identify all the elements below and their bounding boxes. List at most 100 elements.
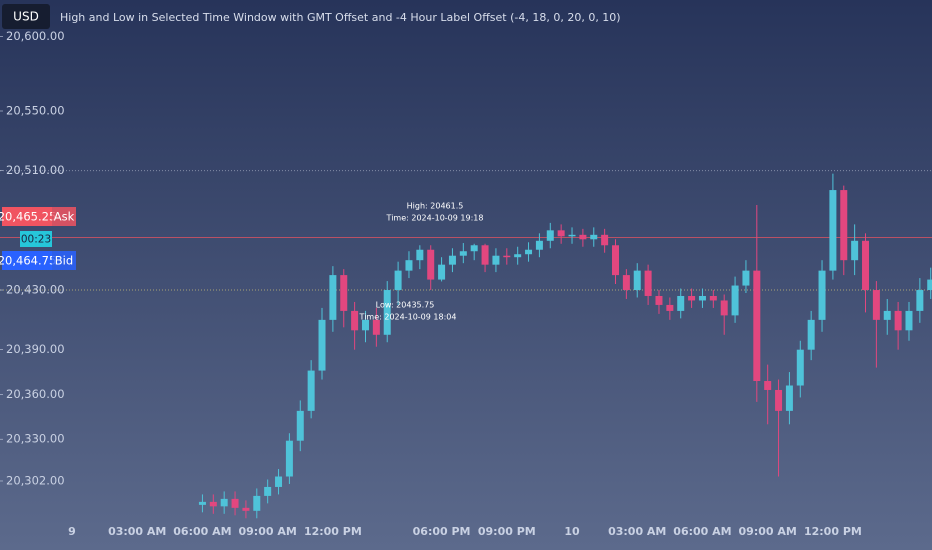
plot-area — [0, 36, 932, 519]
candle-body — [775, 389, 783, 411]
x-tick-label: 09:00 PM — [478, 525, 536, 538]
candle-body — [253, 495, 261, 511]
x-tick-label: 06:00 AM — [173, 525, 231, 538]
candle-body — [275, 476, 283, 487]
candle-body — [242, 507, 250, 511]
candle-body — [818, 270, 826, 320]
countdown: 00:23 — [21, 234, 51, 246]
candle-body — [894, 310, 902, 331]
candle-body — [361, 319, 369, 331]
x-tick-label: 9 — [68, 525, 76, 538]
y-tick-label: 20,302.00 — [6, 473, 65, 487]
bid-name-badge — [52, 251, 76, 270]
x-tick-label: 12:00 PM — [304, 525, 362, 538]
price-labels: 20,600.00 20,550.00 20,510.00 20,430.00 20,3… — [0, 29, 862, 538]
candle-body — [351, 310, 359, 331]
candle-body — [840, 190, 848, 261]
candle-body — [394, 270, 402, 291]
high-time-annotation: Time: 2024-10-09 19:18 — [386, 214, 484, 223]
x-tick-label: 09:00 AM — [239, 525, 297, 538]
candle-body — [807, 319, 815, 350]
candle-body — [307, 370, 315, 411]
candle-body — [329, 275, 337, 320]
candle-body — [514, 254, 522, 258]
candle-body — [427, 249, 435, 280]
candle-body — [470, 245, 478, 252]
candle-body — [698, 295, 706, 301]
y-tick-label: 20,330.00 — [6, 432, 65, 446]
candle-body — [785, 385, 793, 411]
candle-body — [862, 240, 870, 291]
y-tick-label: 20,360.00 — [6, 387, 65, 401]
candle-body — [829, 190, 837, 271]
candle-body — [764, 381, 772, 390]
candle-body — [568, 234, 576, 237]
candle-body — [525, 249, 533, 255]
candle-body — [340, 275, 348, 311]
candle-body — [677, 295, 685, 311]
candle-body — [883, 310, 891, 320]
low-time-annotation: Time: 2024-10-09 18:04 — [359, 313, 457, 322]
candle-body — [927, 279, 932, 291]
candle-body — [612, 245, 619, 276]
y-tick-label: 20,390.00 — [6, 342, 65, 356]
x-tick-label: 12:00 PM — [804, 525, 862, 538]
ask-name: Ask — [54, 210, 75, 224]
ask-price: 20,465.25 — [0, 210, 56, 224]
candle-body — [709, 295, 717, 301]
candle-body — [481, 245, 489, 265]
candle-body — [198, 501, 206, 505]
candle-body — [383, 290, 391, 335]
candle-body — [601, 234, 609, 246]
candle-body — [851, 240, 859, 261]
candle-body — [590, 234, 598, 240]
ask-name-badge — [52, 207, 76, 226]
countdown-badge — [20, 231, 52, 247]
x-tick-label: 06:00 AM — [673, 525, 731, 538]
x-tick-label: 10 — [564, 525, 580, 538]
candle-body — [438, 264, 446, 280]
candle-body — [688, 295, 696, 301]
candle-body — [546, 230, 554, 241]
candle-body — [655, 295, 663, 305]
x-tick-label: 03:00 AM — [108, 525, 166, 538]
candle-body — [644, 270, 652, 296]
candle-body — [753, 270, 761, 382]
candle-body — [318, 319, 326, 371]
y-tick-label: 20,430.00 — [6, 283, 65, 297]
bid-price: 20,464.75 — [0, 254, 56, 268]
currency[interactable]: USD — [13, 10, 39, 24]
candle-body — [416, 249, 424, 261]
candle-body — [459, 251, 467, 256]
candle-body — [448, 255, 456, 265]
candle-body — [492, 255, 500, 265]
bid-badge — [2, 251, 52, 270]
high-annotation: High: 20461.5 — [407, 202, 464, 211]
candle-body — [557, 230, 565, 237]
candle-body — [285, 440, 293, 477]
candle-body — [579, 234, 587, 240]
candle-body — [731, 285, 739, 316]
candle-body — [905, 310, 913, 331]
candle-body — [209, 501, 217, 507]
candle-body — [220, 498, 228, 507]
y-tick-label: 20,510.00 — [6, 163, 65, 177]
candle-body — [916, 290, 924, 311]
candle-body — [720, 300, 728, 316]
currency-badge[interactable] — [2, 4, 50, 29]
candle-body — [372, 319, 380, 335]
candle-body — [666, 304, 674, 311]
chart-title: High and Low in Selected Time Window wit… — [60, 11, 621, 24]
candle-body — [405, 260, 413, 271]
candle-body — [622, 275, 630, 291]
candle-body — [503, 255, 511, 258]
candle-body — [264, 486, 272, 496]
x-tick-label: 03:00 AM — [608, 525, 666, 538]
y-tick-label: 20,600.00 — [6, 29, 65, 43]
candle-body — [742, 270, 750, 286]
candle-body — [633, 270, 641, 291]
x-tick-label: 09:00 AM — [739, 525, 797, 538]
ask-badge — [2, 207, 52, 226]
